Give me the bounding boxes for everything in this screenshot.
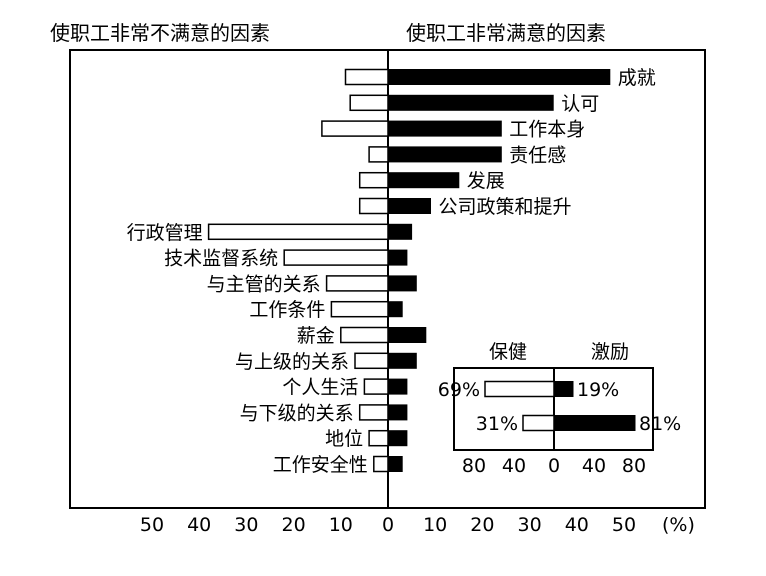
bar-satisfied (387, 275, 417, 292)
category-label: 成就 (618, 67, 656, 89)
unit-label: (%) (662, 514, 695, 536)
x-tick-label: 10 (329, 514, 353, 536)
bar-satisfied (387, 404, 408, 421)
category-label: 地位 (325, 428, 363, 450)
inset-x-tick-label: 0 (548, 455, 560, 477)
bar-satisfied (387, 378, 408, 395)
bars-layer (207, 68, 611, 473)
category-label: 与主管的关系 (207, 273, 321, 295)
category-label: 薪金 (297, 325, 335, 347)
bar-dissatisfied (207, 223, 389, 241)
inset-x-tick-label: 80 (462, 455, 486, 477)
bar-dissatisfied (354, 352, 389, 370)
bar-dissatisfied (358, 404, 389, 421)
inset-labels: 69% 19% 31% 81% (438, 379, 681, 435)
bar-dissatisfied (373, 455, 389, 473)
bar-satisfied (387, 120, 502, 137)
inset-x-tick-label: 40 (502, 455, 526, 477)
bar-dissatisfied (330, 300, 389, 318)
inset-right-title: 激励 (591, 341, 629, 363)
inset-bar-left (484, 380, 555, 398)
bar-satisfied (387, 430, 408, 447)
category-label: 个人生活 (282, 377, 358, 399)
x-tick-label: 50 (612, 514, 636, 536)
category-label: 与上级的关系 (235, 351, 349, 373)
category-label: 技术监督系统 (164, 248, 278, 270)
x-tick-label: 50 (140, 514, 164, 536)
x-tick-labels: 50 40 30 20 10 0 10 20 30 40 50 (140, 514, 636, 536)
inset-x-tick-label: 80 (622, 455, 646, 477)
bar-satisfied (387, 198, 431, 214)
category-label: 认可 (561, 93, 599, 115)
category-labels: 成就认可工作本身责任感发展公司政策和提升行政管理技术监督系统与主管的关系工作条件… (127, 67, 656, 476)
category-label: 工作安全性 (273, 454, 368, 476)
inset-chart: 保健 激励 69% 19% 31% 81% 80 40 0 40 80 (438, 341, 681, 477)
bar-dissatisfied (368, 146, 389, 163)
x-tick-label: 0 (382, 514, 394, 536)
bar-dissatisfied (368, 429, 389, 447)
bar-dissatisfied (358, 197, 389, 215)
category-label: 公司政策和提升 (439, 196, 572, 218)
x-tick-label: 40 (187, 514, 211, 536)
bar-dissatisfied (340, 326, 389, 344)
inset-left-value: 31% (476, 413, 518, 435)
bar-dissatisfied (321, 120, 389, 137)
inset-left-title: 保健 (489, 341, 527, 363)
inset-right-value: 81% (639, 413, 681, 435)
inset-right-value: 19% (577, 379, 619, 401)
bar-satisfied (387, 352, 417, 369)
bar-dissatisfied (363, 378, 389, 395)
bar-dissatisfied (358, 171, 389, 189)
x-tick-label: 40 (565, 514, 589, 536)
bar-satisfied (387, 172, 460, 189)
bar-satisfied (387, 301, 403, 318)
bar-satisfied (387, 94, 554, 111)
inset-bar-right (553, 381, 574, 397)
category-label: 工作本身 (509, 119, 585, 141)
category-label: 行政管理 (127, 222, 203, 244)
inset-bar-left (522, 414, 555, 432)
main-chart: 使职工非常不满意的因素 使职工非常满意的因素 成就认可工作本身责任感发展公司政策… (50, 21, 706, 536)
inset-ticks: 80 40 0 40 80 (462, 455, 646, 477)
bar-dissatisfied (283, 249, 389, 266)
right-title: 使职工非常满意的因素 (406, 21, 606, 45)
bar-satisfied (387, 69, 611, 85)
inset-bar-right (553, 415, 636, 431)
x-tick-label: 30 (234, 514, 258, 536)
bar-satisfied (387, 327, 427, 343)
left-title: 使职工非常不满意的因素 (50, 21, 270, 45)
bar-satisfied (387, 456, 403, 472)
category-label: 与下级的关系 (240, 402, 354, 424)
bar-satisfied (387, 249, 408, 266)
bar-satisfied (387, 223, 413, 240)
bar-satisfied (387, 146, 502, 163)
category-label: 责任感 (509, 144, 566, 166)
category-label: 发展 (467, 170, 505, 192)
category-label: 工作条件 (249, 299, 325, 321)
bar-dissatisfied (349, 94, 389, 112)
bar-dissatisfied (325, 275, 389, 292)
inset-left-value: 69% (438, 379, 480, 401)
x-tick-label: 10 (423, 514, 447, 536)
x-tick-label: 20 (470, 514, 494, 536)
x-tick-label: 20 (282, 514, 306, 536)
bar-dissatisfied (344, 68, 389, 86)
inset-x-tick-label: 40 (582, 455, 606, 477)
inset-bars (484, 380, 636, 432)
x-tick-label: 30 (518, 514, 542, 536)
